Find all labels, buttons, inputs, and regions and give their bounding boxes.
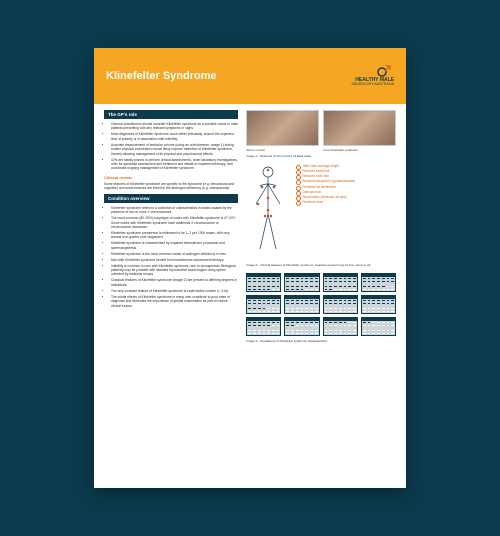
- image1-caption: Image 1 – Example of 20 ml and 4 ml adul…: [246, 154, 396, 158]
- list-item: Accurate measurement of testicular volum…: [111, 143, 238, 156]
- gp-role-list: General practitioners should consider Kl…: [104, 122, 238, 171]
- prevalence-cell: [361, 295, 396, 314]
- image2-caption: Image 2 – Clinical features of Klinefelt…: [246, 263, 396, 267]
- list-item: General practitioners should consider Kl…: [111, 122, 238, 131]
- list-item: Feminine wrist: [296, 200, 396, 205]
- prevalence-cell: [246, 317, 281, 336]
- photo-row: [246, 110, 396, 146]
- fact-sheet: Klinefelter Syndrome HEALTHY MALE ANDROL…: [94, 48, 406, 488]
- photo-normal-testis: [246, 110, 319, 146]
- caption-left: 20 mL normal: [246, 148, 319, 152]
- left-column: The GP's role General practitioners shou…: [104, 110, 238, 349]
- section-heading-gp: The GP's role: [104, 110, 238, 119]
- prevalence-cell: [284, 317, 319, 336]
- list-item: Klinefelter syndrome prevalence is estim…: [111, 231, 238, 240]
- overview-list: Klinefelter syndrome refers to a collect…: [104, 206, 238, 308]
- list-item: Infertility is common in men with Klinef…: [111, 264, 238, 277]
- list-item: Klinefelter syndrome refers to a collect…: [111, 206, 238, 215]
- image3-caption: Image 3 – Prevalence of Klinefelter synd…: [246, 339, 396, 343]
- clinical-features-list: Taller than average heightReduced facial…: [296, 164, 396, 261]
- list-item: Klinefelter syndrome is the most common …: [111, 252, 238, 256]
- body-outline-icon: [246, 164, 290, 261]
- clinical-review-text: Some features of Klinefelter syndrome ar…: [104, 182, 238, 191]
- list-item: The most common (80–90%) karyotype of ma…: [111, 216, 238, 229]
- list-item: GPs are ideally placed to perform clinic…: [111, 158, 238, 171]
- prevalence-cell: [361, 273, 396, 292]
- list-item: The only constant feature of Klinefelter…: [111, 289, 238, 293]
- list-item: Men with Klinefelter syndrome benefit fr…: [111, 258, 238, 262]
- prevalence-cell: [246, 273, 281, 292]
- prevalence-grid: [246, 273, 396, 336]
- clinical-features-figure: Taller than average heightReduced facial…: [246, 164, 396, 261]
- brand-logo: HEALTHY MALE ANDROLOGY AUSTRALIA: [351, 65, 394, 87]
- logo-text-2: ANDROLOGY AUSTRALIA: [351, 83, 394, 87]
- header-bar: Klinefelter Syndrome HEALTHY MALE ANDROL…: [94, 48, 406, 104]
- list-item: Most diagnoses of Klinefelter syndrome o…: [111, 132, 238, 141]
- right-column: 20 mL normal 4 mL Klinefelter syndrome I…: [246, 110, 396, 349]
- prevalence-cell: [284, 295, 319, 314]
- list-item: Classical features of Klinefelter syndro…: [111, 278, 238, 287]
- photo-captions: 20 mL normal 4 mL Klinefelter syndrome: [246, 148, 396, 152]
- prevalence-cell: [323, 273, 358, 292]
- prevalence-cell: [323, 295, 358, 314]
- list-item: The subtle effects of Klinefelter syndro…: [111, 295, 238, 308]
- photo-ks-testis: [323, 110, 396, 146]
- subheading-clinical-review: Clinical review: [104, 175, 238, 180]
- list-item: Klinefelter syndrome is characterised by…: [111, 241, 238, 250]
- section-heading-overview: Condition overview: [104, 194, 238, 203]
- prevalence-cell: [284, 273, 319, 292]
- prevalence-cell: [323, 317, 358, 336]
- prevalence-cell: [361, 317, 396, 336]
- caption-right: 4 mL Klinefelter syndrome: [323, 148, 396, 152]
- body-columns: The GP's role General practitioners shou…: [94, 104, 406, 357]
- prevalence-cell: [246, 295, 281, 314]
- page-title: Klinefelter Syndrome: [106, 70, 217, 82]
- male-symbol-icon: [376, 65, 394, 77]
